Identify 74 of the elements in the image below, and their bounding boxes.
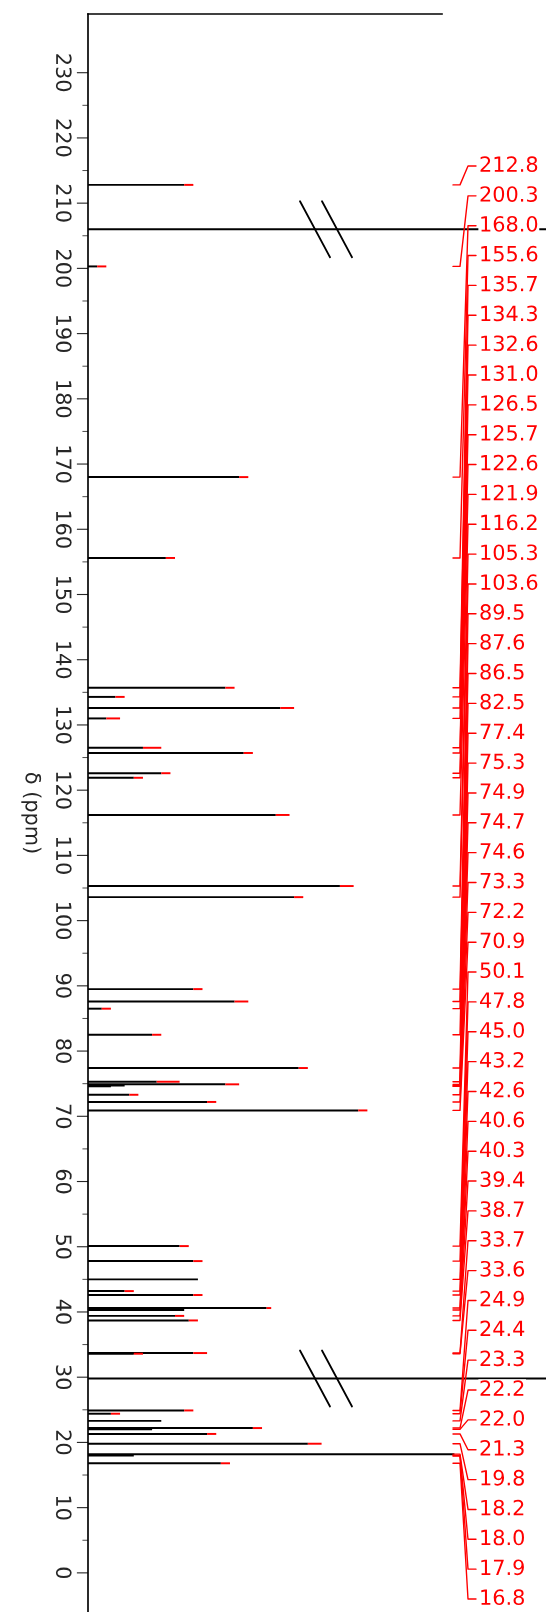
annotation: 16.8 [481,1589,524,1606]
annotation: 33.6 [480,1260,525,1277]
annotation: 17.9 [481,1559,524,1576]
annotation: 42.6 [480,1081,525,1098]
annotation: 22.2 [480,1380,524,1396]
annotation: 18.2 [481,1499,524,1516]
annotation: 38.7 [480,1201,524,1217]
annotation: 40.3 [480,1141,524,1158]
annotation: 122.6 [481,454,538,471]
y-tick-label: 30 [55,1365,72,1390]
annotation: 135.7 [481,275,537,292]
annotation: 19.8 [481,1469,524,1486]
annotation: 132.6 [481,335,538,352]
annotation: 121.9 [481,484,538,501]
annotation: 103.6 [481,574,538,590]
annotation: 125.7 [481,424,537,441]
annotation: 82.5 [480,693,524,710]
y-tick-label: 190 [55,316,72,353]
annotation: 105.3 [481,544,537,561]
y-tick-label: 170 [55,446,72,483]
y-tick-label: 100 [55,903,72,940]
annotation: 77.4 [480,723,525,739]
y-tick-label: 80 [55,1039,72,1063]
annotation: 45.0 [480,1022,524,1038]
annotation: 89.5 [480,604,524,620]
annotation: 22.0 [480,1410,524,1426]
annotation: 24.4 [480,1320,525,1337]
y-tick-label: 160 [55,511,72,548]
annotation: 200.3 [480,186,537,202]
annotation: 18.0 [481,1529,524,1546]
annotation: 50.1 [480,962,524,979]
annotation: 24.9 [480,1290,524,1307]
annotation: 70.9 [480,932,524,949]
annotation: 72.2 [480,902,524,919]
annotation: 87.6 [480,633,525,650]
annotation: 23.3 [480,1350,524,1367]
annotation: 74.9 [480,783,524,799]
annotation: 131.0 [481,365,538,382]
annotation: 212.8 [480,156,538,173]
y-tick-label: 130 [55,707,72,744]
y-tick-label: 70 [55,1104,72,1129]
annotation: 86.5 [480,663,524,680]
y-tick-label: 0 [55,1567,72,1579]
annotation: 33.7 [480,1231,524,1247]
annotation: 75.3 [480,753,524,770]
annotation: 168.0 [481,215,538,232]
annotation: 40.6 [480,1111,525,1128]
annotation: 21.3 [480,1440,524,1456]
y-tick-label: 140 [55,642,72,679]
y-tick-label: 230 [55,54,72,92]
annotation: 126.5 [481,395,537,411]
y-tick-label: 110 [55,837,72,874]
y-tick-label: 220 [55,119,72,157]
annotation: 116.2 [481,514,537,531]
y-tick-label: 150 [55,576,72,613]
y-tick-label: 40 [55,1299,72,1324]
y-tick-label: 50 [55,1235,72,1259]
annotation: 43.2 [480,1051,524,1068]
y-tick-label: 60 [55,1169,72,1194]
annotation: 155.6 [481,245,538,262]
y-tick-label: 120 [55,772,72,809]
y-tick-label: 20 [55,1430,72,1455]
annotation: 74.7 [480,813,524,829]
annotation: 74.6 [480,842,525,859]
y-tick-label: 200 [55,250,72,287]
annotation: 39.4 [480,1171,525,1188]
y-tick-label: 10 [55,1496,72,1520]
y-tick-label: 180 [55,381,72,418]
y-axis-title: δ (ppm) [21,772,42,853]
annotation: 134.3 [481,305,537,322]
annotation: 73.3 [480,872,524,889]
y-tick-label: 90 [55,973,72,998]
y-tick-label: 210 [55,184,72,222]
annotation: 47.8 [480,992,524,1008]
